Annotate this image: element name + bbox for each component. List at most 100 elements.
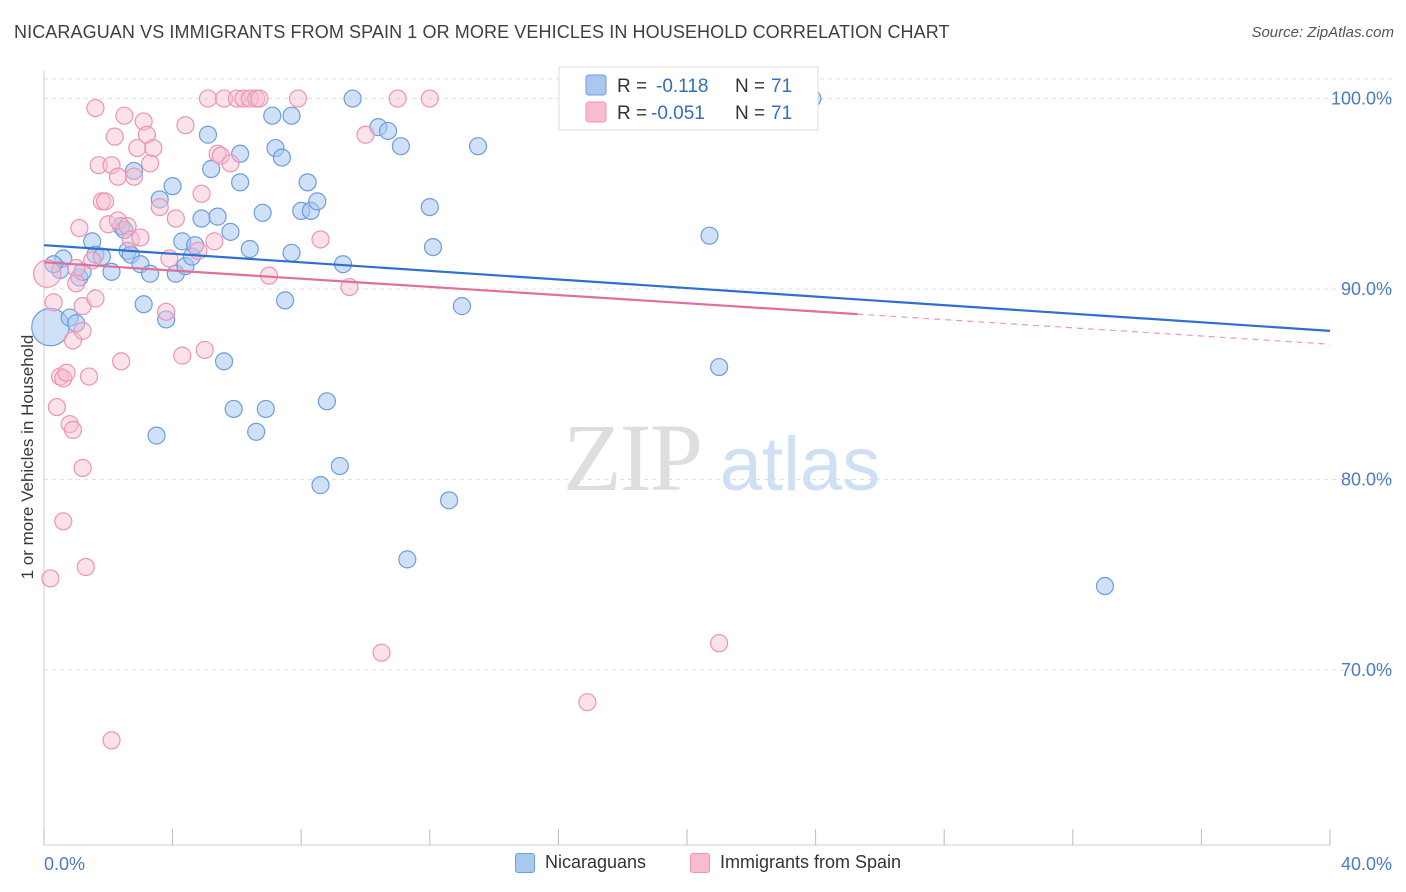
legend-swatch-spain-bottom [690, 852, 710, 873]
point-spain-37 [134, 112, 153, 131]
x-tick-label-max: 40.0% [1341, 854, 1392, 874]
point-spain-25 [99, 215, 118, 234]
point-spain-63 [311, 230, 330, 249]
trend-line-0 [43, 244, 1331, 332]
legend-item-nicaraguans[interactable]: Nicaraguans [515, 852, 646, 873]
watermark: ZIP atlas [563, 404, 880, 511]
point-nicaraguans-47 [298, 173, 317, 192]
point-nicaraguans-58 [398, 550, 417, 569]
source-label: Source: ZipAtlas.com [1251, 24, 1394, 41]
point-nicaraguans-27 [192, 209, 211, 228]
point-spain-29 [108, 211, 128, 230]
watermark-zip: ZIP [563, 404, 701, 511]
point-spain-71 [102, 731, 121, 750]
point-spain-9 [63, 420, 83, 439]
legend-r-value-1: -0.118 [656, 76, 708, 97]
point-nicaraguans-14 [124, 161, 144, 181]
point-spain-49 [195, 340, 214, 360]
y-tick-label-1: 80.0% [1341, 469, 1392, 489]
trend-lines [43, 244, 1331, 345]
legend-label-nicaraguans: Nicaraguans [545, 852, 647, 872]
series-spain-points [33, 89, 729, 750]
point-nicaraguans-18 [147, 426, 166, 445]
legend-n-value-1: 71 [771, 76, 792, 97]
point-nicaraguans-61 [439, 491, 459, 510]
point-nicaraguans-29 [202, 159, 221, 179]
point-nicaraguans-30 [208, 207, 227, 226]
point-spain-34 [124, 167, 144, 186]
point-nicaraguans-16 [134, 295, 153, 314]
point-spain-11 [67, 258, 86, 278]
point-spain-41 [150, 198, 169, 217]
y-tick-label-3: 100.0% [1331, 89, 1392, 109]
point-spain-52 [208, 144, 227, 163]
legend-n-value-2: 71 [771, 103, 792, 124]
point-nicaraguans-26 [186, 236, 205, 255]
point-nicaraguans-20 [157, 310, 176, 329]
point-nicaraguans-66 [710, 357, 729, 377]
series-nicaraguans-points [31, 89, 1115, 596]
point-spain-45 [173, 346, 192, 365]
y-tick-label-0: 70.0% [1341, 660, 1392, 680]
point-spain-44 [166, 209, 185, 228]
y-tick-labels: 70.0% 80.0% 90.0% 100.0% [1331, 89, 1392, 680]
point-spain-48 [192, 184, 211, 203]
correlation-legend: R = -0.118 N = 71 R = -0.051 N = 71 [558, 66, 819, 131]
point-spain-39 [140, 154, 160, 173]
point-nicaraguans-36 [240, 239, 259, 259]
point-nicaraguans-38 [253, 203, 272, 222]
point-spain-16 [73, 458, 92, 478]
point-nicaraguans-39 [256, 399, 275, 419]
point-nicaraguans-60 [423, 237, 443, 257]
point-nicaraguans-34 [231, 144, 250, 163]
point-spain-17 [76, 557, 95, 577]
point-spain-8 [60, 415, 79, 434]
point-spain-13 [70, 218, 89, 238]
point-spain-15 [73, 321, 92, 340]
point-nicaraguans-43 [276, 291, 295, 310]
legend-n-label-1: N = [735, 76, 765, 97]
trend-line-1-dashed [857, 313, 1331, 345]
point-spain-70 [710, 634, 729, 653]
point-spain-46 [176, 116, 195, 135]
watermark-atlas: atlas [720, 422, 881, 507]
legend-r-label-1: R = [617, 76, 647, 97]
legend-label-spain: Immigrants from Spain [720, 852, 902, 872]
point-nicaraguans-32 [221, 222, 240, 241]
point-nicaraguans-44 [282, 106, 301, 125]
point-spain-2 [44, 293, 63, 312]
point-spain-60 [250, 89, 269, 108]
point-nicaraguans-45 [282, 243, 301, 262]
point-nicaraguans-37 [247, 422, 266, 441]
point-spain-51 [205, 232, 224, 251]
point-spain-26 [102, 156, 121, 175]
x-tick-labels: 0.0% 40.0% [44, 854, 1392, 874]
point-nicaraguans-50 [311, 476, 330, 495]
point-nicaraguans-56 [378, 121, 398, 141]
point-spain-27 [105, 127, 124, 146]
point-nicaraguans-57 [391, 137, 410, 156]
point-nicaraguans-65 [700, 226, 719, 245]
point-spain-65 [356, 125, 375, 144]
legend-item-spain[interactable]: Immigrants from Spain [690, 852, 901, 873]
point-spain-62 [288, 89, 308, 108]
point-nicaraguans-63 [468, 137, 488, 156]
point-spain-21 [86, 289, 105, 308]
point-spain-58 [240, 89, 259, 108]
point-spain-10 [63, 331, 83, 350]
point-nicaraguans-35 [231, 173, 250, 192]
point-nicaraguans-68 [1095, 576, 1115, 596]
point-spain-66 [372, 643, 391, 662]
point-spain-54 [214, 89, 234, 108]
point-nicaraguans-28 [198, 125, 218, 144]
point-nicaraguans-33 [224, 399, 243, 419]
trend-line-1 [43, 261, 858, 316]
point-spain-53 [211, 146, 230, 165]
point-spain-24 [95, 192, 115, 211]
point-nicaraguans-51 [317, 392, 337, 411]
point-spain-67 [388, 89, 407, 108]
point-nicaraguans-49 [308, 192, 327, 211]
point-nicaraguans-19 [150, 190, 169, 209]
point-nicaraguans-54 [343, 89, 362, 108]
